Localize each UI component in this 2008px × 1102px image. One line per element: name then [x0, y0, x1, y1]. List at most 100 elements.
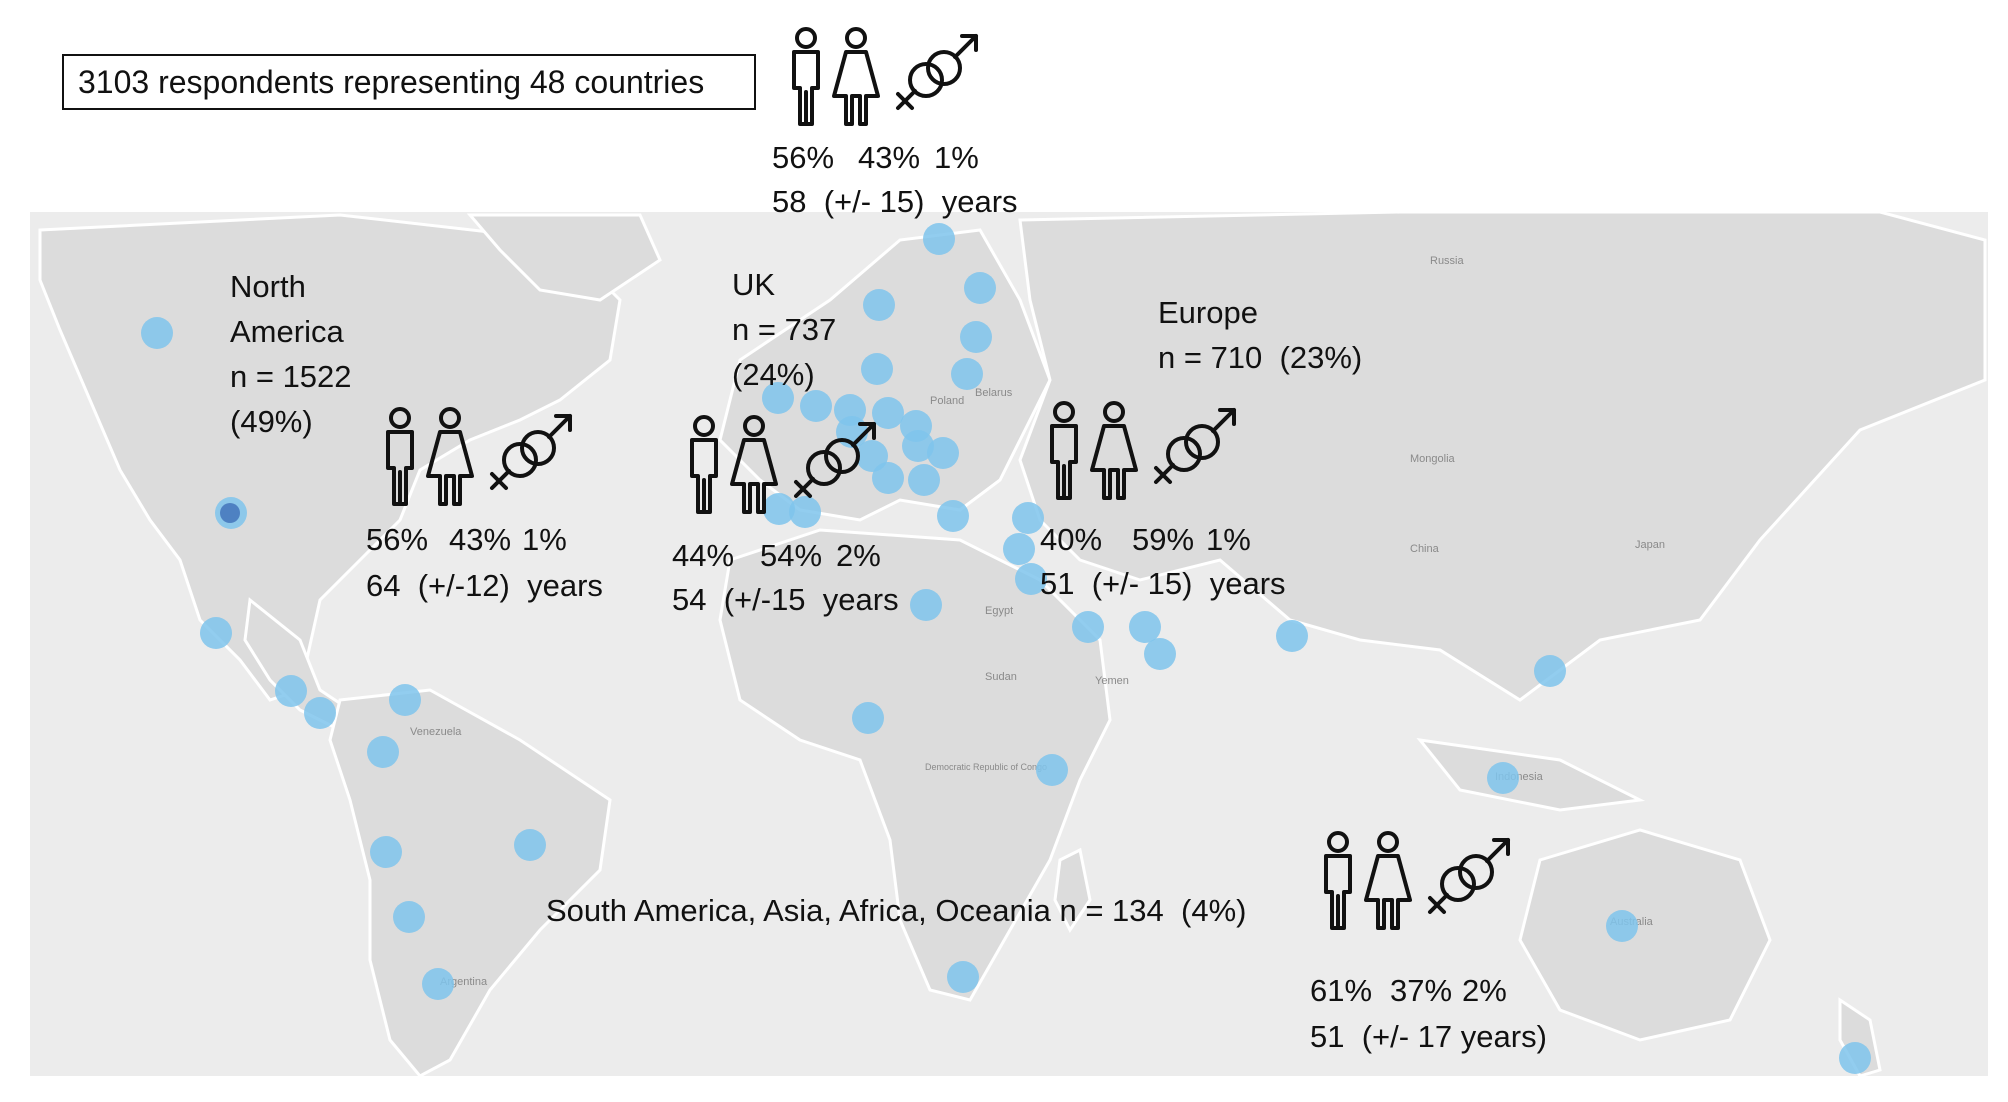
respondent-dot	[1072, 611, 1104, 643]
uk-male-pct: 44%	[672, 538, 735, 573]
uk-female-pct: 54%	[760, 538, 823, 573]
respondent-dot	[1012, 502, 1044, 534]
respondent-dot	[902, 430, 934, 462]
uk-age: 54 (+/-15 years	[672, 582, 899, 617]
gender-diverse-icon	[1428, 838, 1510, 914]
europe-age: 51 (+/- 15) years	[1040, 566, 1286, 601]
respondent-dot	[763, 493, 795, 525]
respondent-dot	[861, 353, 893, 385]
respondent-dot	[514, 829, 546, 861]
male-figure-icon	[1050, 401, 1078, 500]
gender-diverse-icon	[1154, 408, 1236, 484]
global-other-pct: 1%	[934, 140, 979, 175]
male-figure-icon	[792, 27, 820, 126]
gender-icons-global	[786, 26, 986, 126]
respondent-dot	[960, 321, 992, 353]
place-sudan: Sudan	[985, 671, 1017, 683]
respondent-dot	[393, 901, 425, 933]
madagascar-land	[1053, 847, 1092, 933]
respondent-dot	[762, 382, 794, 414]
respondent-dot	[856, 440, 888, 472]
respondent-dot	[908, 464, 940, 496]
respondent-dot	[872, 462, 904, 494]
respondent-dot	[789, 496, 821, 528]
male-figure-icon	[386, 407, 414, 506]
respondent-dot	[1036, 754, 1068, 786]
place-china: China	[1410, 543, 1440, 555]
map-place-labels: Russia Mongolia China Japan Egypt Sudan …	[410, 255, 1665, 988]
respondents-summary: 3103 respondents representing 48 countri…	[62, 54, 756, 110]
respondent-dots	[141, 223, 1871, 1074]
north-america-age: 64 (+/-12) years	[366, 568, 603, 603]
gender-icons-north-america	[380, 406, 580, 506]
gender-diverse-icon	[896, 34, 978, 110]
respondent-dot	[800, 390, 832, 422]
female-figure-icon	[832, 27, 880, 126]
north-america-female-pct: 43%	[449, 522, 512, 557]
place-venezuela: Venezuela	[410, 726, 462, 738]
respondent-dot	[200, 617, 232, 649]
rest-other-pct: 2%	[1462, 973, 1507, 1008]
respondent-dot	[275, 675, 307, 707]
europe-female-pct: 59%	[1132, 522, 1195, 557]
respondent-dot	[927, 437, 959, 469]
respondent-dot	[1015, 563, 1047, 595]
respondent-dot-dense	[220, 503, 240, 523]
gender-diverse-icon	[794, 422, 876, 498]
respondent-dot	[923, 223, 955, 255]
respondent-dot	[1276, 620, 1308, 652]
respondent-dot	[1487, 762, 1519, 794]
rest-male-pct: 61%	[1310, 973, 1373, 1008]
female-figure-icon	[730, 415, 778, 514]
gender-icons-rest-of-world	[1318, 830, 1518, 930]
place-japan: Japan	[1635, 539, 1665, 551]
respondent-dot	[910, 589, 942, 621]
gender-icons-uk	[684, 414, 884, 514]
place-yemen: Yemen	[1095, 675, 1129, 687]
male-figure-icon	[690, 415, 718, 514]
respondent-dot	[863, 289, 895, 321]
place-egypt: Egypt	[985, 605, 1013, 617]
australia-land	[1518, 828, 1772, 1042]
place-drc: Democratic Republic of Congo	[925, 762, 1047, 772]
respondent-dot	[370, 836, 402, 868]
global-male-pct: 56%	[772, 140, 835, 175]
north-america-land	[38, 213, 622, 702]
rest-of-world-label: South America, Asia, Africa, Oceania n =…	[546, 893, 1247, 928]
global-female-pct: 43%	[858, 140, 921, 175]
respondent-dot	[1839, 1042, 1871, 1074]
place-mongolia: Mongolia	[1410, 453, 1456, 465]
greenland-land	[466, 213, 662, 302]
respondent-dot	[367, 736, 399, 768]
gender-diverse-icon	[490, 414, 572, 490]
respondent-dot	[389, 684, 421, 716]
north-america-label: North America n = 1522 (49%)	[230, 269, 352, 439]
respondent-dot	[1606, 910, 1638, 942]
female-figure-icon	[426, 407, 474, 506]
map-white-border	[30, 1076, 1988, 1102]
europe-other-pct: 1%	[1206, 522, 1251, 557]
north-america-male-pct: 56%	[366, 522, 429, 557]
respondent-dot	[1534, 655, 1566, 687]
europe-label: Europe n = 710 (23%)	[1158, 295, 1363, 375]
gender-icons-europe	[1044, 400, 1244, 500]
europe-male-pct: 40%	[1040, 522, 1103, 557]
place-russia: Russia	[1430, 255, 1465, 267]
respondent-dot	[1144, 638, 1176, 670]
respondent-dot	[951, 358, 983, 390]
uk-other-pct: 2%	[836, 538, 881, 573]
respondent-dot	[1129, 611, 1161, 643]
respondent-dot	[141, 317, 173, 349]
indonesia-land	[1416, 737, 1646, 812]
respondent-dot	[422, 968, 454, 1000]
asia-land	[1018, 210, 1987, 702]
female-figure-icon	[1364, 831, 1412, 930]
place-belarus: Belarus	[975, 387, 1013, 399]
respondent-dot	[304, 697, 336, 729]
rest-female-pct: 37%	[1390, 973, 1453, 1008]
south-america-land	[328, 688, 612, 1078]
respondent-dot	[1003, 533, 1035, 565]
north-america-other-pct: 1%	[522, 522, 567, 557]
respondent-dot	[947, 961, 979, 993]
